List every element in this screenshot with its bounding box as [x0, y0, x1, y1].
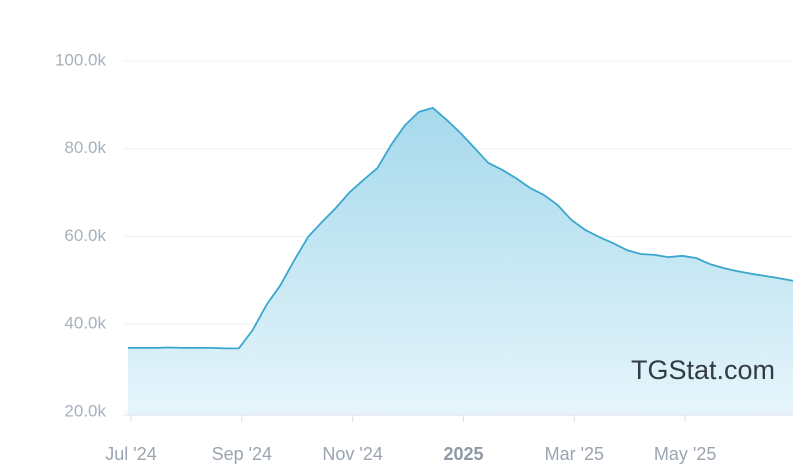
watermark: TGStat.com — [631, 355, 775, 385]
area-line — [128, 107, 794, 350]
y-tick-label: 40.0k — [64, 314, 106, 333]
x-tick-label: Jul '24 — [105, 444, 156, 464]
x-tick-label: Mar '25 — [545, 444, 604, 464]
x-tick-label: Nov '24 — [322, 444, 382, 464]
y-tick-label: 60.0k — [64, 226, 106, 245]
y-tick-label: 80.0k — [64, 138, 106, 157]
x-tick-label: 2025 — [443, 444, 483, 464]
area-fill — [128, 107, 793, 416]
y-tick-label: 100.0k — [55, 50, 107, 69]
x-tick-label: May '25 — [654, 444, 716, 464]
y-tick-label: 20.0k — [64, 401, 106, 420]
x-tick-label: Sep '24 — [212, 444, 273, 464]
